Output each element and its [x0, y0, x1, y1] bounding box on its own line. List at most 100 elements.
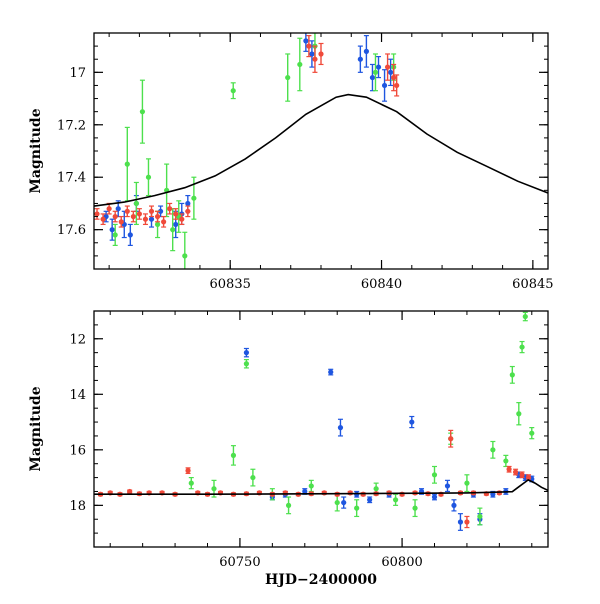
top-red-point [318, 51, 324, 57]
bottom-green-point [522, 313, 528, 320]
bottom-y-tick-label: 16 [69, 443, 86, 458]
bottom-green-point [354, 505, 360, 511]
top-plot-area [94, 33, 548, 269]
bottom-green-point [477, 513, 483, 520]
bottom-red-point [321, 490, 327, 496]
bottom-y-tick-label: 12 [69, 332, 86, 347]
top-blue-point [173, 221, 179, 228]
top-blue-point [309, 51, 315, 57]
bottom-green-point [503, 458, 509, 464]
top-green-point [182, 253, 188, 259]
bottom-y-axis-title: Magnitude [28, 386, 44, 471]
top-green-point [372, 69, 379, 75]
bottom-blue-point [451, 502, 457, 508]
bottom-y-tick-label: 14 [69, 388, 86, 403]
top-red-point [154, 213, 161, 220]
top-blue-point [157, 208, 164, 214]
top-red-point [312, 56, 318, 62]
top-panel: 60835 60840 60845 17 17.2 17.4 17.6 Magnitude [28, 32, 554, 292]
bottom-axis-ticks: 60750 60800 12 14 16 18 [69, 310, 548, 570]
top-blue-point [115, 206, 121, 212]
top-blue-point [303, 38, 309, 44]
bottom-blue-point [337, 425, 344, 431]
bottom-green-point [431, 472, 438, 478]
bottom-panel-frame [93, 310, 549, 548]
top-green-point [170, 227, 176, 233]
top-blue-point [357, 56, 363, 62]
bottom-green-point [464, 480, 470, 486]
top-green-point [297, 61, 303, 68]
bottom-green-point [211, 486, 217, 492]
top-green-point [133, 200, 139, 207]
bottom-green-point [412, 505, 418, 511]
top-red-point [391, 74, 397, 81]
top-blue-point [127, 232, 133, 238]
bottom-green-point [529, 430, 535, 436]
top-red-point [161, 219, 167, 225]
top-blue-point [109, 227, 115, 233]
bottom-green-point [516, 411, 522, 417]
top-red-point [112, 213, 118, 220]
bottom-blue-point [367, 497, 373, 503]
top-green-point [139, 109, 146, 115]
top-red-point [167, 206, 173, 212]
top-blue-point [363, 48, 369, 54]
bottom-red-point [525, 474, 532, 481]
bottom-blue-point [444, 483, 451, 489]
bottom-model-curve [94, 478, 548, 496]
top-red-point [306, 43, 312, 49]
top-red-point [136, 211, 142, 217]
bottom-green-point [188, 480, 194, 486]
top-green-point [112, 232, 118, 238]
top-x-tick-label: 60835 [210, 277, 251, 292]
bottom-green-point [334, 499, 340, 506]
bottom-x-tick-label: 60800 [381, 555, 422, 570]
top-panel-frame [93, 32, 549, 270]
bottom-blue-point [341, 499, 347, 506]
bottom-green-point [373, 486, 379, 492]
top-blue-point [375, 64, 382, 70]
top-green-point [230, 88, 236, 94]
top-red-point [106, 206, 112, 212]
bottom-blue-point [409, 419, 415, 425]
top-y-tick-label: 17.6 [57, 223, 86, 238]
bottom-red-point [512, 469, 519, 475]
top-red-point [124, 208, 130, 214]
top-red-point [100, 216, 106, 222]
top-y-tick-label: 17 [69, 66, 86, 81]
bottom-green-point [250, 474, 256, 481]
top-blue-point [388, 69, 394, 75]
top-red-point [179, 216, 185, 222]
bottom-red-point [399, 491, 405, 497]
bottom-green-point [243, 361, 250, 367]
bottom-panel: 60750 60800 12 14 16 18 Magnitude HJD−2400000 [28, 310, 549, 588]
bottom-red-point [464, 519, 470, 525]
top-green-point [285, 74, 291, 81]
top-red-point [118, 219, 124, 225]
bottom-y-tick-label: 18 [69, 499, 86, 514]
top-model-curve [94, 93, 548, 207]
top-x-tick-label: 60840 [361, 277, 402, 292]
bottom-plot-area [94, 311, 548, 531]
top-red-point [142, 216, 149, 222]
top-green-point [124, 161, 130, 167]
top-y-tick-label: 17.4 [57, 171, 86, 186]
bottom-green-point [509, 372, 515, 378]
bottom-blue-point [328, 369, 334, 375]
bottom-blue-point [302, 488, 308, 495]
bottom-red-point [448, 436, 454, 442]
top-red-point [384, 64, 391, 70]
bottom-x-axis-title: HJD−2400000 [265, 572, 377, 588]
top-red-point [173, 211, 179, 217]
bottom-blue-point [431, 494, 438, 500]
top-green-point [191, 195, 197, 201]
top-red-point [130, 213, 136, 220]
top-blue-point [148, 216, 155, 222]
top-x-tick-label: 60845 [512, 277, 553, 292]
top-red-point [394, 82, 400, 89]
bottom-red-point [127, 488, 133, 495]
bottom-green-point [519, 344, 525, 350]
top-blue-point [381, 82, 388, 89]
